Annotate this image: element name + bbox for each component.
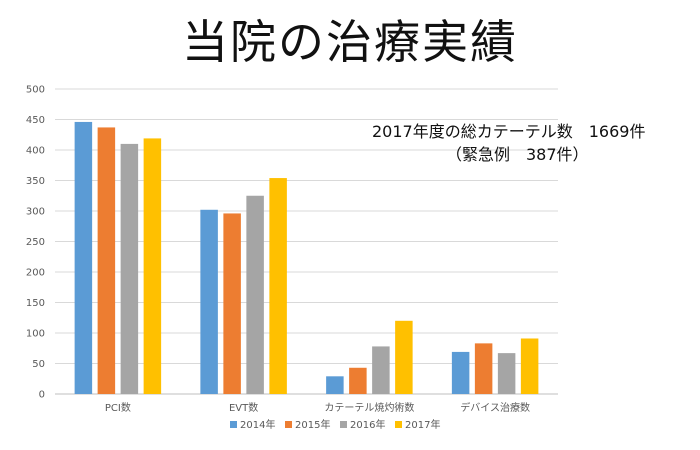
bar [451, 351, 470, 394]
y-tick-label: 300 [26, 207, 45, 218]
y-tick-label: 400 [26, 146, 45, 157]
y-tick-label: 50 [32, 359, 45, 370]
bar [223, 213, 241, 394]
y-tick-label: 350 [26, 176, 45, 187]
legend-swatch [395, 421, 402, 428]
bar [269, 178, 287, 394]
bars [74, 121, 539, 395]
bar [474, 343, 493, 394]
y-axis-tick-labels: 0 50 100 150 200 250 300 350 400 450 500 [26, 85, 45, 401]
bar [74, 121, 93, 394]
legend-label: 2014年 [240, 418, 275, 431]
y-tick-label: 200 [26, 268, 45, 279]
y-tick-label: 100 [26, 329, 45, 340]
y-tick-label: 250 [26, 237, 45, 248]
category-label: EVT数 [229, 401, 258, 414]
bar [326, 376, 344, 394]
bar [372, 346, 390, 394]
bar [246, 195, 264, 394]
emergency-cases-annotation: （緊急例 387件） [446, 145, 589, 164]
bar [395, 320, 413, 394]
category-label: PCI数 [105, 401, 131, 414]
y-tick-label: 0 [39, 390, 45, 401]
legend-swatch [340, 421, 347, 428]
bar [143, 138, 162, 394]
bar [120, 143, 139, 394]
bar [97, 127, 116, 395]
total-catheter-annotation: 2017年度の総カテーテル数 1669件 [372, 122, 646, 141]
legend-label: 2015年 [295, 418, 330, 431]
page-title: 当院の治療実績 [182, 15, 518, 69]
bar [520, 338, 539, 394]
bar [349, 367, 367, 394]
legend-swatch [230, 421, 237, 428]
y-tick-label: 150 [26, 298, 45, 309]
bar [497, 353, 516, 394]
category-label: カテーテル焼灼術数 [324, 401, 414, 414]
legend-label: 2017年 [405, 418, 440, 431]
x-axis-category-labels: PCI数 EVT数 カテーテル焼灼術数 デバイス治療数 [105, 401, 530, 414]
legend: 2014年 2015年 2016年 2017年 [230, 418, 440, 431]
category-label: デバイス治療数 [460, 401, 530, 414]
gridlines [55, 88, 558, 395]
bar [200, 209, 218, 394]
legend-swatch [285, 421, 292, 428]
y-tick-label: 500 [26, 85, 45, 96]
y-tick-label: 450 [26, 115, 45, 126]
legend-label: 2016年 [350, 418, 385, 431]
